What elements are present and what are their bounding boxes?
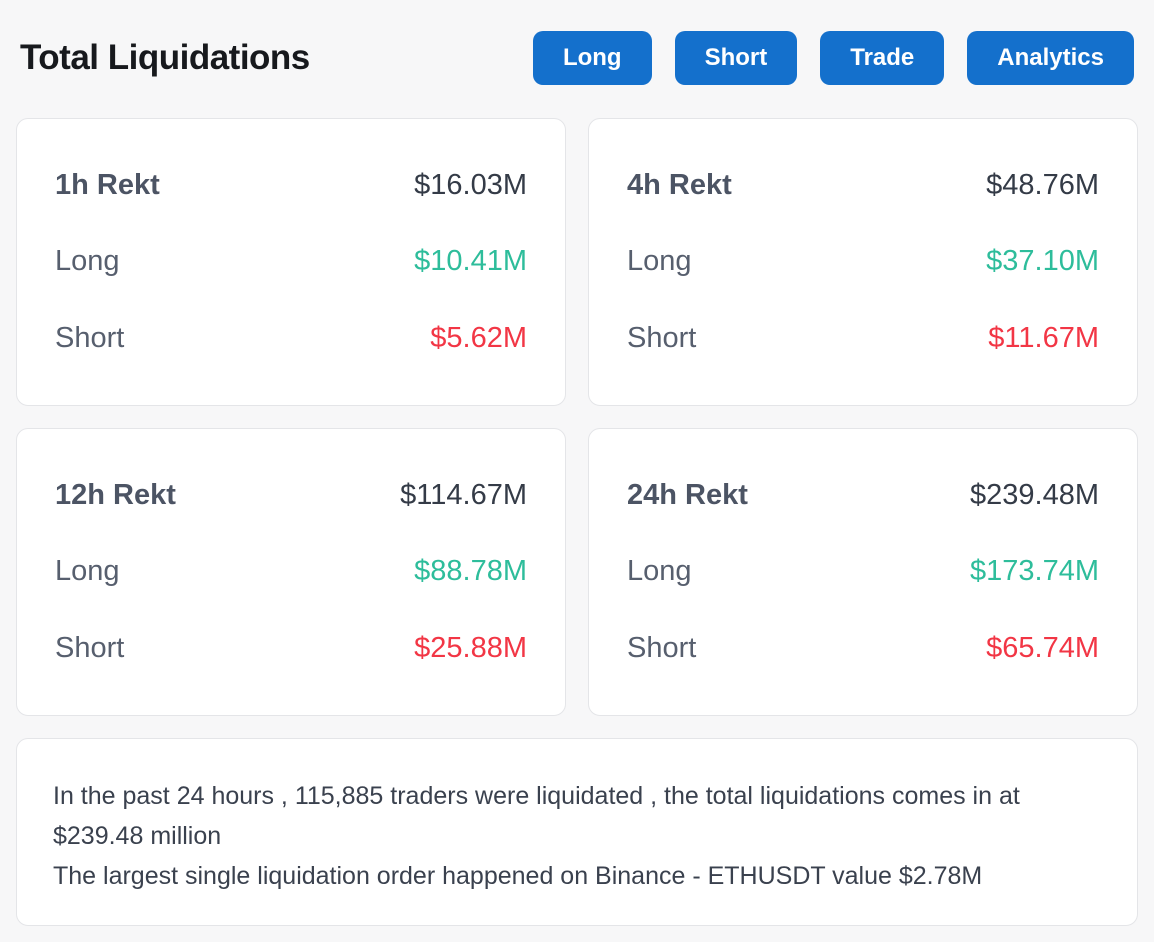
- short-value: $25.88M: [414, 631, 527, 664]
- long-row: Long $88.78M: [55, 555, 527, 588]
- long-row: Long $37.10M: [627, 245, 1099, 278]
- period-label: 12h Rekt: [55, 479, 176, 511]
- long-label: Long: [55, 555, 120, 588]
- total-value: $16.03M: [414, 169, 527, 201]
- short-row: Short $5.62M: [55, 322, 527, 355]
- card-header-row: 1h Rekt $16.03M: [55, 169, 527, 202]
- short-value: $5.62M: [430, 321, 527, 354]
- long-label: Long: [627, 555, 692, 588]
- stat-card-12h: 12h Rekt $114.67M Long $88.78M Short $25…: [16, 428, 566, 716]
- trade-button[interactable]: Trade: [820, 31, 945, 85]
- card-header-row: 24h Rekt $239.48M: [627, 479, 1099, 512]
- long-label: Long: [627, 245, 692, 278]
- nav-buttons: Long Short Trade Analytics: [532, 31, 1134, 85]
- short-row: Short $25.88M: [55, 632, 527, 665]
- page-title: Total Liquidations: [20, 38, 310, 77]
- short-value: $65.74M: [986, 631, 1099, 664]
- period-label: 4h Rekt: [627, 169, 732, 201]
- short-row: Short $65.74M: [627, 632, 1099, 665]
- header: Total Liquidations Long Short Trade Anal…: [16, 16, 1138, 92]
- stat-card-24h: 24h Rekt $239.48M Long $173.74M Short $6…: [588, 428, 1138, 716]
- short-button[interactable]: Short: [674, 31, 798, 85]
- total-value: $48.76M: [986, 169, 1099, 201]
- total-value: $114.67M: [400, 479, 527, 511]
- total-value: $239.48M: [970, 479, 1099, 511]
- short-label: Short: [627, 321, 697, 354]
- card-header-row: 4h Rekt $48.76M: [627, 169, 1099, 202]
- long-value: $37.10M: [986, 245, 1099, 278]
- short-label: Short: [55, 321, 125, 354]
- short-row: Short $11.67M: [627, 322, 1099, 355]
- summary-line-1: In the past 24 hours , 115,885 traders w…: [53, 782, 1020, 850]
- short-label: Short: [55, 631, 125, 664]
- cards-grid: 1h Rekt $16.03M Long $10.41M Short $5.62…: [16, 118, 1138, 716]
- analytics-button[interactable]: Analytics: [967, 31, 1134, 85]
- card-header-row: 12h Rekt $114.67M: [55, 479, 527, 512]
- long-row: Long $10.41M: [55, 245, 527, 278]
- period-label: 24h Rekt: [627, 479, 748, 511]
- summary-line-2: The largest single liquidation order hap…: [53, 862, 983, 890]
- period-label: 1h Rekt: [55, 169, 160, 201]
- summary-box: In the past 24 hours , 115,885 traders w…: [16, 738, 1138, 926]
- long-value: $173.74M: [970, 555, 1099, 588]
- stat-card-1h: 1h Rekt $16.03M Long $10.41M Short $5.62…: [16, 118, 566, 406]
- long-row: Long $173.74M: [627, 555, 1099, 588]
- long-label: Long: [55, 245, 120, 278]
- short-label: Short: [627, 631, 697, 664]
- long-button[interactable]: Long: [532, 31, 652, 85]
- long-value: $10.41M: [414, 245, 527, 278]
- short-value: $11.67M: [988, 321, 1099, 354]
- stat-card-4h: 4h Rekt $48.76M Long $37.10M Short $11.6…: [588, 118, 1138, 406]
- long-value: $88.78M: [414, 555, 527, 588]
